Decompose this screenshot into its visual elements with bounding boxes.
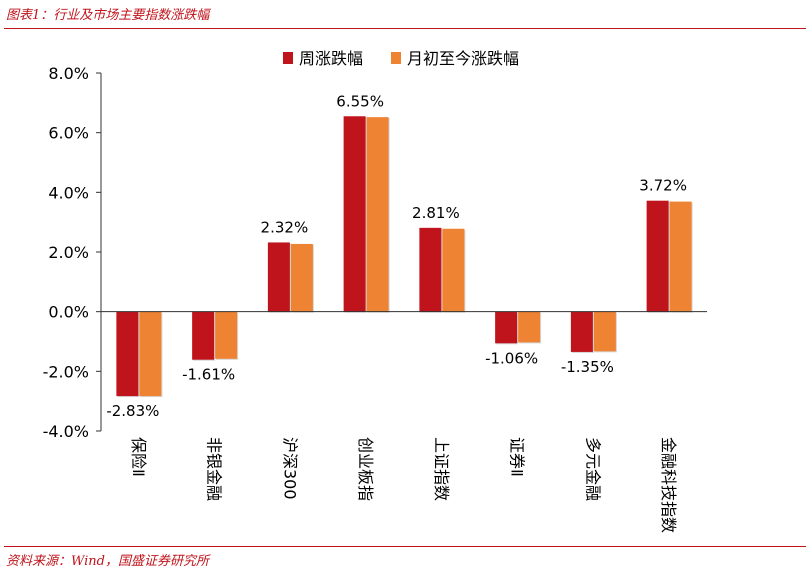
legend-swatch-2 (391, 52, 401, 64)
category-label: 多元金融 (583, 437, 602, 501)
bar-weekly (646, 200, 669, 312)
data-label: -1.06% (485, 349, 538, 367)
category-label: 证券Ⅱ (508, 437, 527, 477)
bar-weekly (570, 311, 593, 352)
category-label: 创业板指 (356, 437, 375, 501)
bar-chart: 周涨跌幅 月初至今涨跌幅 -4.0% -2.0% 0.0% 2.0% 4.0% 6.0% 8.… (43, 49, 707, 533)
source-note: 资料来源：Wind，国盛证券研究所 (6, 554, 209, 569)
data-label: -2.83% (106, 402, 159, 420)
bar-monthly (366, 117, 389, 312)
y-tick-label: 4.0% (48, 183, 89, 202)
footer-rule (4, 546, 806, 547)
bar-weekly (116, 311, 139, 397)
data-label: 2.32% (261, 218, 309, 236)
y-tick-label: 8.0% (48, 64, 89, 83)
figure-title: 图表1：行业及市场主要指数涨跌幅 (6, 8, 210, 23)
bar-weekly (192, 311, 215, 360)
bar-monthly (669, 201, 692, 312)
y-tick-label: 0.0% (48, 303, 89, 322)
y-axis: -4.0% -2.0% 0.0% 2.0% 4.0% 6.0% 8.0% (43, 64, 102, 441)
bar-monthly (139, 311, 162, 397)
data-label: 2.81% (412, 204, 460, 222)
legend-label-2: 月初至今涨跌幅 (407, 49, 519, 68)
bar-weekly (495, 311, 518, 344)
bar-monthly (442, 228, 465, 312)
category-label: 非银金融 (205, 437, 224, 501)
header-rule (4, 28, 806, 29)
category-label: 保险Ⅱ (129, 437, 148, 477)
legend-swatch-1 (283, 52, 293, 64)
data-label: -1.35% (561, 358, 614, 376)
bar-monthly (215, 311, 238, 359)
y-tick-label: 2.0% (48, 243, 89, 262)
category-label: 金融科技指数 (659, 437, 678, 533)
bar-weekly (343, 116, 366, 312)
x-axis: 保险Ⅱ 非银金融 沪深300 创业板指 上证指数 证券Ⅱ 多元金融 金融科技指数 (129, 437, 678, 533)
category-label: 上证指数 (432, 437, 451, 501)
bar-series (116, 116, 693, 398)
bar-weekly (419, 227, 442, 312)
y-tick-label: 6.0% (48, 124, 89, 143)
data-label: 3.72% (639, 177, 687, 195)
bar-weekly (267, 242, 290, 312)
category-label: 沪深300 (280, 437, 299, 500)
bar-monthly (518, 311, 541, 343)
bar-monthly (290, 243, 313, 312)
data-label: 6.55% (336, 92, 384, 110)
data-label: -1.61% (182, 366, 235, 384)
data-labels: -2.83% -1.61% 2.32% 6.55% 2.81% -1.06% -1.35% 3… (106, 92, 687, 420)
chart-legend: 周涨跌幅 月初至今涨跌幅 (283, 49, 519, 68)
legend-label-1: 周涨跌幅 (299, 49, 363, 68)
bar-monthly (593, 311, 616, 352)
y-tick-label: -4.0% (43, 422, 89, 441)
y-tick-label: -2.0% (43, 362, 89, 381)
